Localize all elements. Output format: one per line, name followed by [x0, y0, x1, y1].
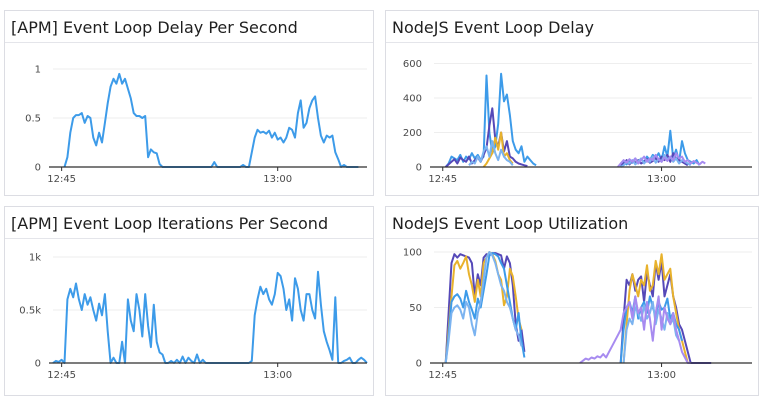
y-tick-label: 100: [403, 248, 422, 259]
x-tick-label: 12:45: [47, 370, 76, 381]
x-tick-label: 12:45: [428, 370, 457, 381]
y-tick-label: 0.5k: [19, 306, 41, 317]
series-line-host-3[interactable]: [482, 131, 514, 168]
x-tick-label: 13:00: [263, 370, 292, 381]
y-tick-label: 0: [416, 163, 422, 174]
x-tick-label: 13:00: [647, 370, 676, 381]
series-line-host-5[interactable]: [617, 152, 706, 168]
chart-apm-event-loop-delay[interactable]: 0 0.5 1 12:45 13:00: [5, 43, 373, 195]
y-tick-label: 0: [35, 163, 41, 174]
chart-nodejs-event-loop-delay[interactable]: 0 200 400 600 12:45 13:00: [386, 43, 758, 195]
y-tick-label: 0.5: [25, 114, 41, 125]
panel-nodejs-event-loop-delay[interactable]: NodeJS Event Loop Delay 0 200 400 600 12:45 1…: [385, 10, 759, 196]
y-tick-label: 0: [416, 359, 422, 370]
series-line-host-2[interactable]: [444, 251, 689, 364]
y-tick-label: 600: [403, 59, 422, 70]
panel-apm-event-loop-delay[interactable]: [APM] Event Loop Delay Per Second 0 0.5 1 1…: [4, 10, 374, 196]
y-tick-label: 400: [403, 93, 422, 104]
series-line-host-4[interactable]: [468, 140, 692, 168]
y-tick-label: 0: [35, 359, 41, 370]
y-tick-label: 200: [403, 128, 422, 139]
x-tick-label: 12:45: [47, 174, 76, 185]
panel-title: NodeJS Event Loop Delay: [386, 11, 758, 43]
y-tick-label: 1k: [29, 253, 41, 264]
series-line-event_loop_delay[interactable]: [63, 72, 359, 168]
series-line-host-5[interactable]: [579, 295, 691, 364]
x-tick-label: 13:00: [263, 174, 292, 185]
x-tick-label: 13:00: [647, 174, 676, 185]
x-tick-label: 12:45: [428, 174, 457, 185]
panel-title: [APM] Event Loop Delay Per Second: [5, 11, 373, 43]
y-tick-label: 50: [409, 303, 422, 314]
series-line-event_loop_iterations[interactable]: [52, 270, 368, 364]
chart-apm-event-loop-iterations[interactable]: 0 0.5k 1k 12:45 13:00: [5, 239, 373, 395]
panel-title: NodeJS Event Loop Utilization: [386, 207, 758, 239]
panel-title: [APM] Event Loop Iterations Per Second: [5, 207, 373, 239]
panel-apm-event-loop-iterations[interactable]: [APM] Event Loop Iterations Per Second 0…: [4, 206, 374, 396]
panel-nodejs-event-loop-utilization[interactable]: NodeJS Event Loop Utilization 0 50 100 12:4…: [385, 206, 759, 396]
chart-nodejs-event-loop-utilization[interactable]: 0 50 100 12:45 13:00: [386, 239, 758, 395]
y-tick-label: 1: [35, 65, 41, 76]
